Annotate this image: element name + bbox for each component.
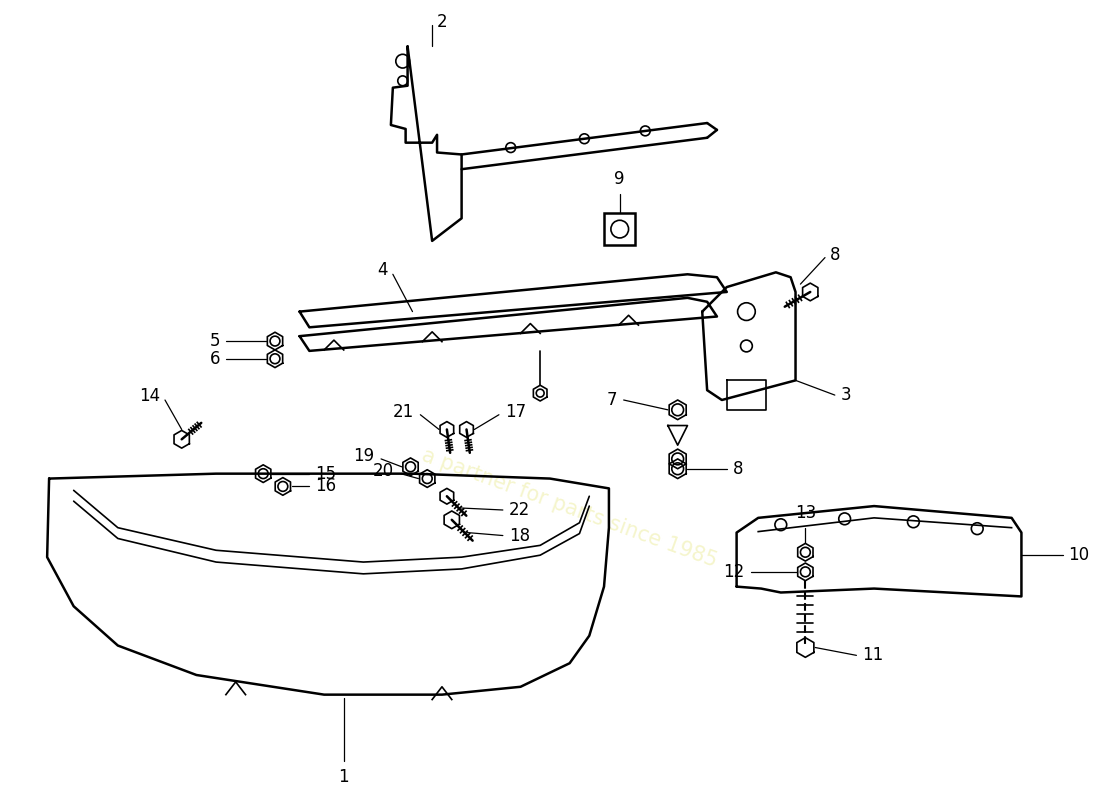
Text: 8: 8 (829, 246, 840, 264)
Text: 10: 10 (1068, 546, 1090, 564)
Text: 5: 5 (209, 332, 220, 350)
Text: a partner for parts since 1985: a partner for parts since 1985 (419, 445, 720, 571)
Text: 3: 3 (840, 386, 851, 404)
Text: 22: 22 (508, 501, 530, 519)
Text: 12: 12 (723, 563, 745, 581)
Text: 15: 15 (316, 465, 337, 482)
Text: 14: 14 (139, 387, 161, 405)
Text: 13: 13 (794, 504, 816, 522)
Text: 8: 8 (733, 460, 744, 478)
Text: 7: 7 (606, 391, 617, 409)
Text: 9: 9 (615, 170, 625, 188)
Text: 1: 1 (339, 768, 349, 786)
Text: 4: 4 (377, 262, 388, 279)
Text: 16: 16 (316, 478, 337, 495)
Text: 17: 17 (505, 402, 526, 421)
Text: 20: 20 (373, 462, 394, 480)
Text: 2: 2 (437, 13, 448, 31)
Text: 19: 19 (353, 447, 374, 465)
Text: eurospares: eurospares (99, 228, 883, 612)
Text: 11: 11 (862, 646, 883, 664)
Text: 6: 6 (209, 350, 220, 368)
Text: 18: 18 (508, 526, 530, 545)
Bar (604, 214, 636, 245)
Text: 21: 21 (393, 402, 415, 421)
